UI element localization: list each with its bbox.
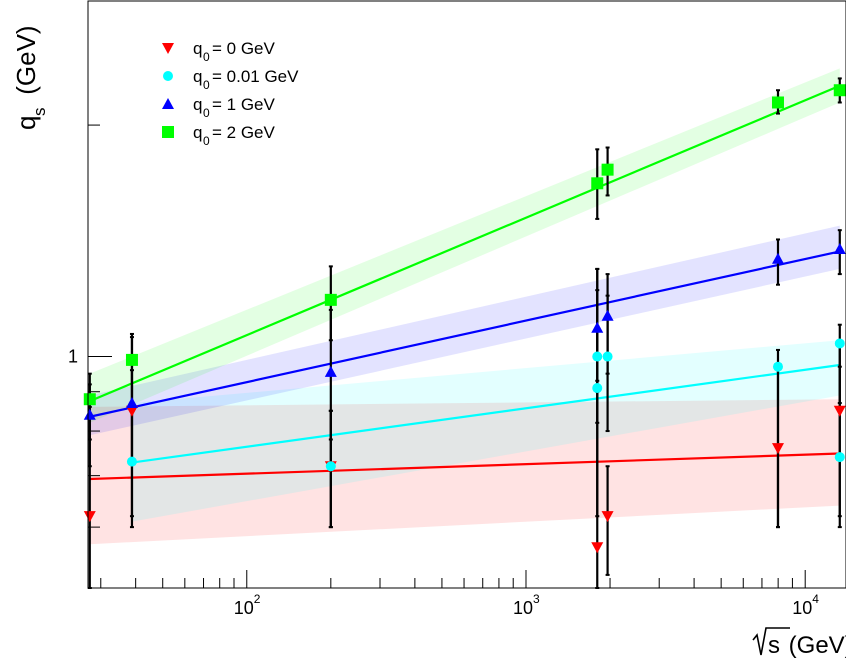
data-point-s1-p2 <box>592 383 602 393</box>
legend-marker-0 <box>162 43 174 54</box>
x-axis-label-var: s <box>768 632 780 659</box>
legend-label-rest-1: = 0.01 GeV <box>212 67 299 86</box>
data-point-s3-p1 <box>126 354 138 366</box>
legend-label-2: q <box>193 95 202 114</box>
data-point-s1-p4 <box>592 352 602 362</box>
y-axis-label-var: q <box>11 116 41 130</box>
data-point-s1-p0 <box>127 457 137 467</box>
y-axis-label-sub: s <box>30 108 49 117</box>
x-tick-label-exp-1000: 3 <box>533 592 540 606</box>
legend-marker-3 <box>162 126 174 138</box>
legend-label-rest-2: = 1 GeV <box>212 95 276 114</box>
y-axis-label-unit: (GeV) <box>11 25 41 102</box>
data-point-s3-p6 <box>834 84 846 96</box>
data-point-s3-p5 <box>772 96 784 108</box>
legend-label-sub-0: 0 <box>203 50 210 64</box>
legend-label-sub-2: 0 <box>203 106 210 120</box>
legend-marker-1 <box>163 71 173 81</box>
x-tick-label-exp-100: 2 <box>254 592 261 606</box>
data-point-s3-p4 <box>602 164 614 176</box>
legend-label-0: q <box>193 39 202 58</box>
legend-marker-2 <box>162 98 174 109</box>
x-tick-label-1000: 10 <box>513 598 533 618</box>
x-tick-label-exp-10000: 4 <box>812 592 819 606</box>
y-tick-label-1: 1 <box>68 347 78 367</box>
y-axis-label: q s (GeV) <box>11 25 49 130</box>
x-axis-label: s (GeV) <box>753 628 846 659</box>
legend-label-rest-3: = 2 GeV <box>212 123 276 142</box>
data-point-s3-p3 <box>591 177 603 189</box>
legend-label-3: q <box>193 123 202 142</box>
legend-label-sub-3: 0 <box>203 134 210 148</box>
x-tick-label-10000: 10 <box>792 598 812 618</box>
data-point-s0-p3 <box>591 542 603 553</box>
data-point-s1-p7 <box>835 338 845 348</box>
x-axis-ticks: 10 2 10 3 10 4 <box>101 570 819 618</box>
data-point-s1-p1 <box>326 461 336 471</box>
data-point-s1-p6 <box>835 452 845 462</box>
legend-label-1: q <box>193 67 202 86</box>
x-tick-label-100: 10 <box>234 598 254 618</box>
data-point-s1-p3 <box>603 352 613 362</box>
legend-label-sub-1: 0 <box>203 78 210 92</box>
x-axis-label-unit: (GeV) <box>782 632 846 659</box>
data-point-s3-p0 <box>84 393 96 405</box>
legend-label-rest-0: = 0 GeV <box>212 39 276 58</box>
data-point-s1-p5 <box>773 362 783 372</box>
data-point-s3-p2 <box>325 294 337 306</box>
